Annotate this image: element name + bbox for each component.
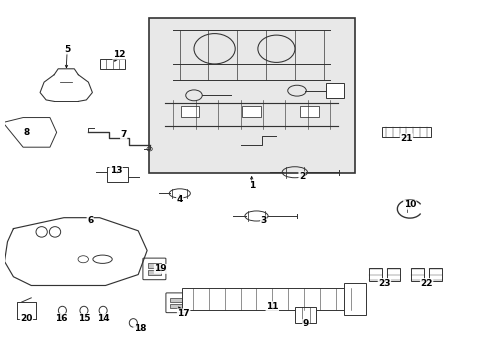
Bar [344, 283, 365, 315]
Text: 2: 2 [298, 172, 305, 181]
Bar [386, 268, 399, 281]
FancyBboxPatch shape [165, 293, 186, 312]
Bar [368, 268, 381, 281]
Text: 18: 18 [134, 324, 146, 333]
Text: 20: 20 [20, 314, 33, 323]
Text: 15: 15 [78, 314, 90, 323]
FancyBboxPatch shape [148, 18, 354, 173]
Text: 22: 22 [420, 279, 432, 288]
FancyBboxPatch shape [142, 258, 165, 280]
Bar [147, 263, 161, 267]
Bar [107, 167, 128, 183]
Bar [242, 106, 261, 117]
Bar [382, 127, 430, 137]
Text: 3: 3 [260, 216, 266, 225]
Bar [100, 59, 125, 69]
Text: 14: 14 [97, 314, 109, 323]
Text: 5: 5 [64, 45, 70, 54]
Text: 6: 6 [87, 216, 93, 225]
Bar [170, 304, 183, 308]
Text: 17: 17 [177, 309, 189, 318]
Text: 7: 7 [121, 130, 127, 139]
Bar [300, 106, 318, 117]
Bar [180, 106, 199, 117]
Text: 23: 23 [377, 279, 390, 288]
Text: 12: 12 [112, 50, 125, 59]
Text: 8: 8 [23, 128, 29, 137]
Bar [410, 268, 423, 281]
Text: 16: 16 [55, 314, 67, 323]
Text: 10: 10 [403, 200, 415, 209]
Bar [182, 288, 362, 310]
Text: 11: 11 [265, 302, 278, 311]
Text: 1: 1 [248, 181, 254, 190]
Bar [170, 298, 183, 302]
Bar [428, 268, 441, 281]
Text: 4: 4 [176, 195, 183, 204]
Text: 21: 21 [399, 134, 412, 143]
Bar [295, 307, 316, 323]
Bar [325, 83, 344, 98]
Bar [147, 270, 161, 275]
Text: 19: 19 [154, 264, 166, 273]
Text: 13: 13 [110, 166, 122, 175]
Text: 9: 9 [302, 319, 308, 328]
